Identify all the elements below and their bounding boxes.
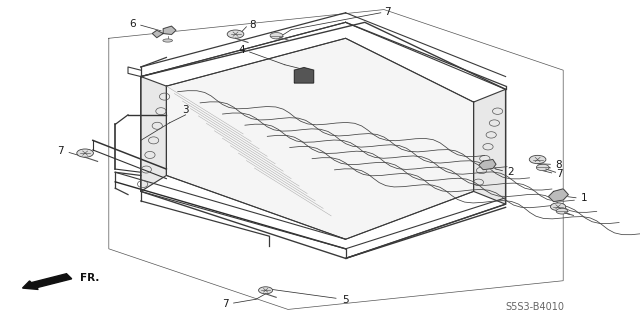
Text: 7: 7 [384, 7, 390, 17]
Text: 5: 5 [342, 295, 349, 305]
Text: 7: 7 [222, 299, 228, 309]
Text: FR.: FR. [80, 273, 99, 283]
Circle shape [529, 155, 546, 164]
Text: 8: 8 [555, 160, 561, 170]
Polygon shape [152, 26, 176, 38]
Circle shape [550, 203, 566, 211]
Circle shape [227, 30, 244, 38]
Text: 3: 3 [182, 105, 189, 115]
Text: 6: 6 [129, 19, 136, 29]
Text: 8: 8 [250, 20, 256, 30]
Polygon shape [294, 68, 314, 83]
Text: 7: 7 [556, 169, 563, 179]
Polygon shape [474, 89, 506, 204]
Circle shape [536, 164, 549, 171]
Ellipse shape [163, 39, 173, 42]
Text: S5S3-B4010: S5S3-B4010 [505, 302, 564, 312]
Text: 2: 2 [508, 167, 514, 177]
Polygon shape [141, 77, 166, 191]
FancyArrow shape [22, 274, 72, 289]
Circle shape [77, 149, 93, 157]
Circle shape [259, 287, 273, 294]
Text: 7: 7 [58, 146, 64, 156]
Text: 4: 4 [239, 45, 245, 56]
Text: 1: 1 [580, 193, 587, 204]
Circle shape [270, 33, 283, 39]
Circle shape [556, 208, 568, 214]
Polygon shape [548, 189, 568, 202]
Polygon shape [479, 160, 496, 170]
Polygon shape [166, 38, 474, 239]
